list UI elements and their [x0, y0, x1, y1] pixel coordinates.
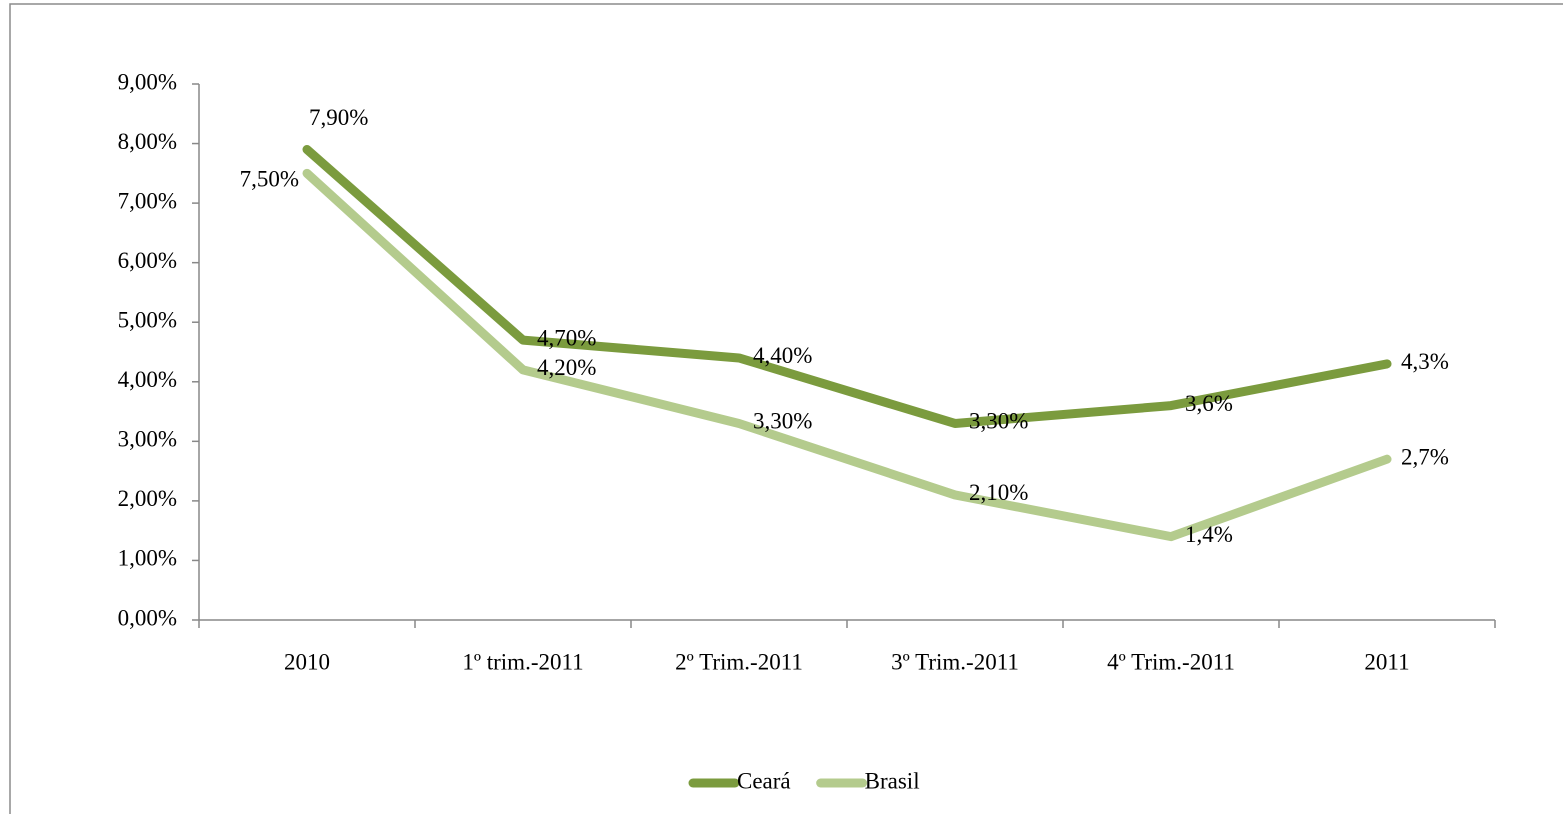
data-label: 4,70% — [537, 325, 596, 350]
data-label: 4,40% — [753, 343, 812, 368]
y-tick-label: 0,00% — [118, 605, 177, 630]
y-tick-label: 8,00% — [118, 129, 177, 154]
y-tick-label: 1,00% — [118, 546, 177, 571]
data-label: 2,10% — [969, 480, 1028, 505]
y-tick-label: 3,00% — [118, 427, 177, 452]
x-tick-label: 2010 — [284, 649, 330, 674]
data-label: 3,30% — [753, 409, 812, 434]
y-tick-label: 6,00% — [118, 248, 177, 273]
data-label: 4,20% — [537, 355, 596, 380]
x-tick-label: 2011 — [1364, 649, 1409, 674]
data-label: 3,6% — [1185, 391, 1233, 416]
data-label: 1,4% — [1185, 522, 1233, 547]
chart-frame — [9, 3, 1563, 814]
line-series — [302, 168, 1392, 542]
y-tick-label: 4,00% — [118, 367, 177, 392]
x-tick-label: 1º trim.-2011 — [462, 649, 583, 674]
data-label: 7,90% — [309, 105, 368, 130]
data-label: 7,50% — [240, 167, 299, 192]
x-tick-label: 3º Trim.-2011 — [891, 649, 1019, 674]
data-label: 2,7% — [1401, 444, 1449, 469]
y-tick-label: 5,00% — [118, 308, 177, 333]
y-tick-label: 7,00% — [118, 188, 177, 213]
y-tick-label: 2,00% — [118, 486, 177, 511]
line-series — [302, 145, 1392, 428]
x-tick-label: 4º Trim.-2011 — [1107, 649, 1235, 674]
legend-label: Brasil — [865, 768, 920, 793]
data-label: 4,3% — [1401, 349, 1449, 374]
y-tick-label: 9,00% — [118, 69, 177, 94]
legend-label: Ceará — [737, 768, 791, 793]
x-tick-label: 2º Trim.-2011 — [675, 649, 803, 674]
data-label: 3,30% — [969, 409, 1028, 434]
